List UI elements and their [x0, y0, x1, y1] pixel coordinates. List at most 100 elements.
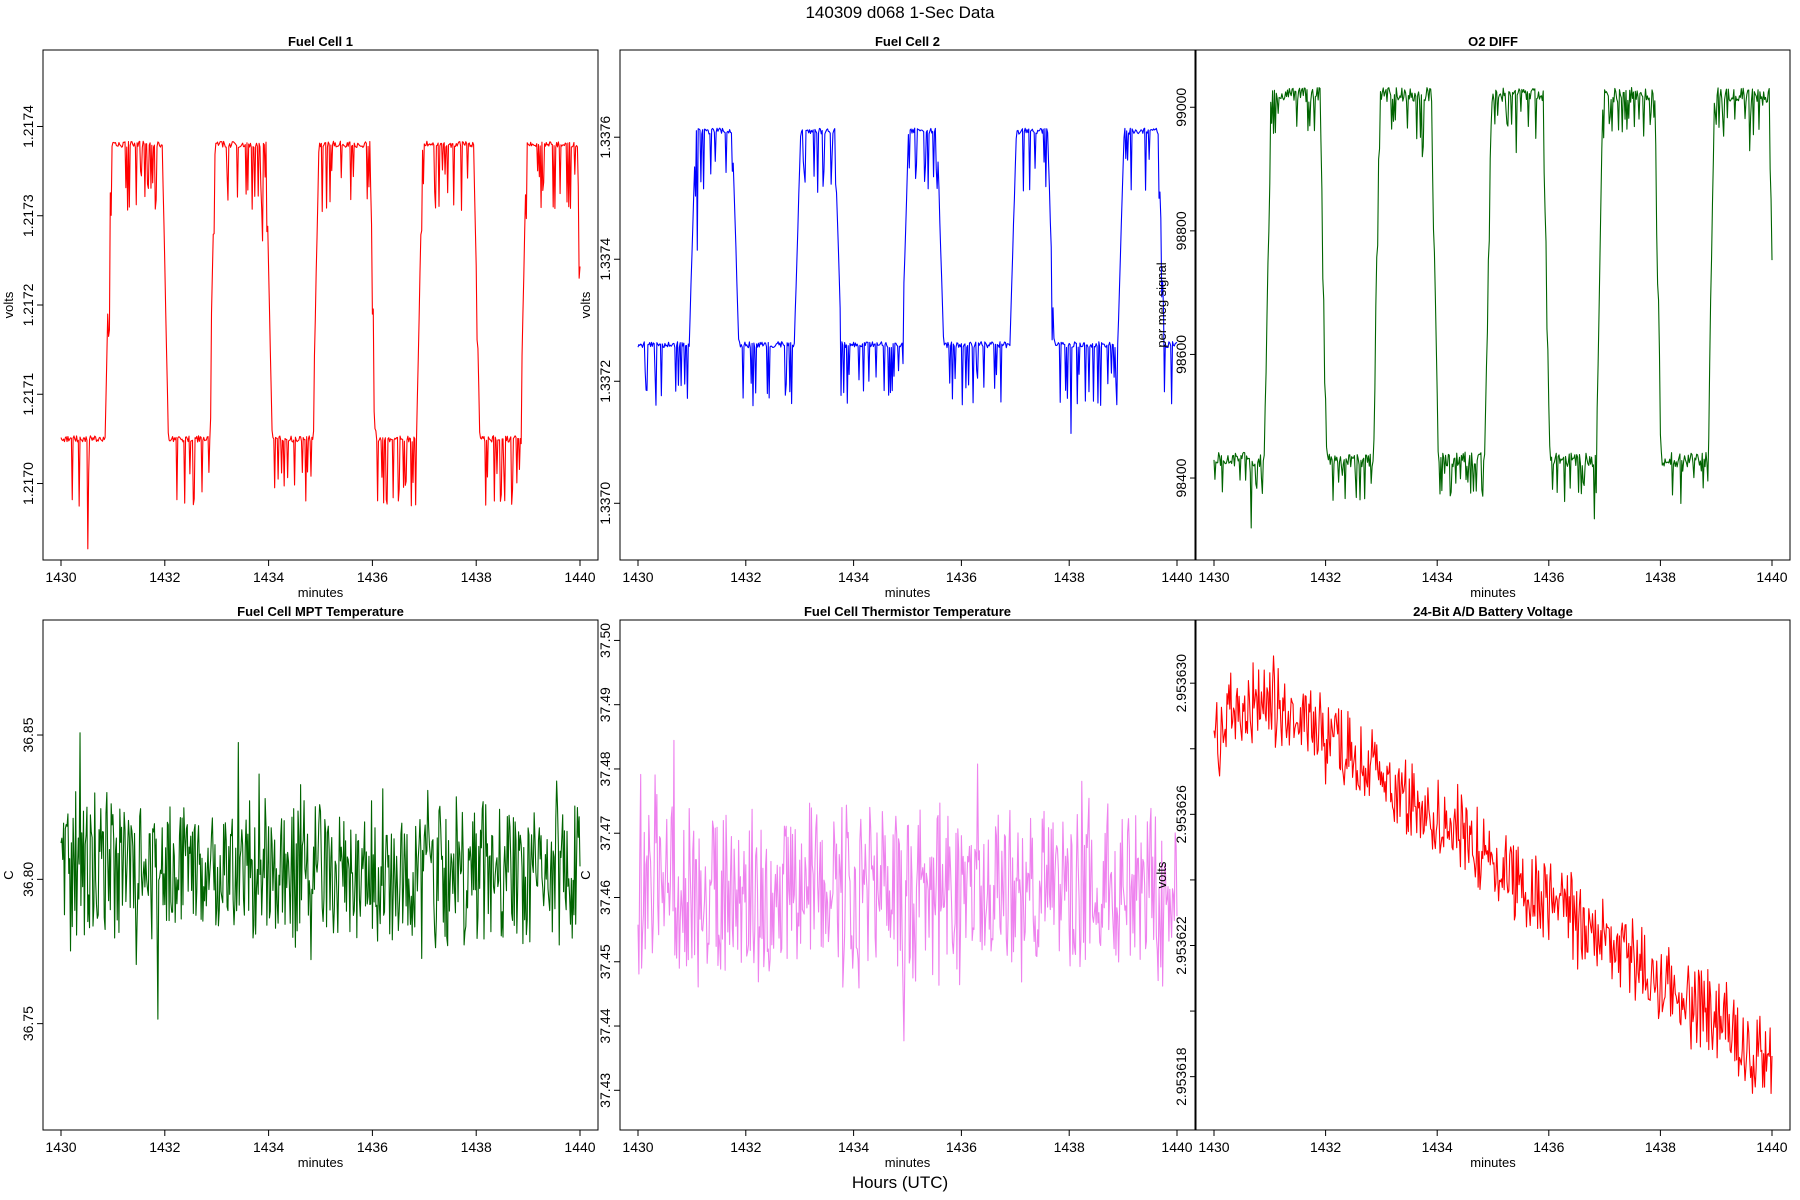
x-tick-label: 1436: [1533, 1139, 1564, 1155]
panel-title: Fuel Cell 1: [288, 34, 353, 49]
x-axis-label: minutes: [298, 585, 344, 600]
y-tick-label: 36.85: [20, 717, 36, 752]
x-tick-label: 1436: [946, 569, 977, 585]
x-tick-label: 1440: [1161, 1139, 1192, 1155]
x-tick-label: 1434: [1422, 569, 1453, 585]
x-tick-label: 1434: [253, 1139, 284, 1155]
y-tick-label: 1.2170: [20, 462, 36, 505]
x-tick-label: 1440: [1161, 569, 1192, 585]
x-tick-label: 1438: [1054, 1139, 1085, 1155]
y-tick-label: 1.3376: [597, 116, 613, 159]
y-tick-label: 2.953622: [1173, 916, 1189, 975]
series-line-fc2: [637, 127, 1178, 434]
panel-fc1: Fuel Cell 1 1430 1432 1434 1436 1438 1440 minut…: [1, 34, 599, 600]
y-tick-label: 37.47: [597, 816, 613, 851]
x-tick-label: 1436: [946, 1139, 977, 1155]
y-tick-label: 36.75: [20, 1006, 36, 1041]
panel-title: O2 DIFF: [1468, 34, 1518, 49]
y-tick-label: 99000: [1173, 88, 1189, 127]
panel-therm: Fuel Cell Thermistor Temperature 1430 1432…: [578, 604, 1196, 1170]
panel-fc2: Fuel Cell 2 1430 1432 1434 1436 1438 1440 minut…: [578, 34, 1196, 600]
x-tick-label: 1430: [1198, 569, 1229, 585]
plot-frame: [1195, 619, 1791, 1131]
panel-title: Fuel Cell MPT Temperature: [237, 604, 404, 619]
x-tick-label: 1430: [622, 569, 653, 585]
plot-frame: [42, 619, 599, 1131]
panel-batt: 24-Bit A/D Battery Voltage 1430 1432 1434 14…: [1154, 604, 1791, 1170]
panel-o2: O2 DIFF 1430 1432 1434 1436 1438 1440 minutes 98…: [1154, 34, 1791, 600]
x-tick-label: 1434: [1422, 1139, 1453, 1155]
x-tick-label: 1432: [149, 569, 180, 585]
series-line-fc1: [60, 140, 581, 550]
panel-title: Fuel Cell 2: [875, 34, 940, 49]
y-tick-label: 98800: [1173, 211, 1189, 250]
y-axis-label: per meg signal: [1154, 262, 1169, 347]
y-axis-label: volts: [1154, 861, 1169, 888]
x-tick-label: 1438: [1054, 569, 1085, 585]
x-tick-label: 1440: [1756, 569, 1787, 585]
x-axis-label: minutes: [1470, 585, 1516, 600]
x-axis-label: minutes: [298, 1155, 344, 1170]
x-axis-label: minutes: [885, 585, 931, 600]
x-tick-label: 1432: [1310, 569, 1341, 585]
x-tick-label: 1440: [564, 1139, 595, 1155]
y-tick-label: 98600: [1173, 335, 1189, 374]
x-axis-label: minutes: [885, 1155, 931, 1170]
y-tick-label: 37.50: [597, 623, 613, 658]
y-tick-label: 1.3372: [597, 360, 613, 403]
y-tick-label: 37.44: [597, 1008, 613, 1043]
x-tick-label: 1434: [838, 569, 869, 585]
x-tick-label: 1436: [1533, 569, 1564, 585]
y-axis-label: C: [578, 870, 593, 879]
y-tick-label: 37.49: [597, 687, 613, 722]
y-tick-label: 1.3374: [597, 238, 613, 281]
y-axis-label: volts: [578, 291, 593, 318]
y-tick-label: 1.2172: [20, 283, 36, 326]
y-tick-label: 2.953618: [1173, 1047, 1189, 1106]
y-tick-label: 1.2173: [20, 194, 36, 237]
plot-frame: [619, 49, 1196, 561]
figure-xlabel: Hours (UTC): [852, 1173, 948, 1192]
x-tick-label: 1432: [730, 569, 761, 585]
x-tick-label: 1434: [253, 569, 284, 585]
plot-frame: [1195, 49, 1791, 561]
y-tick-label: 1.2171: [20, 373, 36, 416]
x-tick-label: 1438: [461, 1139, 492, 1155]
plot-frame: [42, 49, 599, 561]
x-tick-label: 1438: [1645, 1139, 1676, 1155]
x-tick-label: 1438: [1645, 569, 1676, 585]
y-tick-label: 2.953630: [1173, 654, 1189, 713]
x-tick-label: 1436: [357, 569, 388, 585]
x-tick-label: 1440: [1756, 1139, 1787, 1155]
series-line-mpt: [60, 732, 581, 1020]
x-tick-label: 1434: [838, 1139, 869, 1155]
x-tick-label: 1440: [564, 569, 595, 585]
y-axis-label: C: [1, 870, 16, 879]
x-tick-label: 1432: [149, 1139, 180, 1155]
y-tick-label: 2.953626: [1173, 785, 1189, 844]
panels: Fuel Cell 1 1430 1432 1434 1436 1438 1440 minut…: [1, 34, 1791, 1170]
x-tick-label: 1430: [45, 569, 76, 585]
y-axis-label: volts: [1, 291, 16, 318]
y-tick-label: 37.45: [597, 944, 613, 979]
x-tick-label: 1432: [730, 1139, 761, 1155]
series-line-therm: [637, 739, 1178, 1042]
y-tick-label: 37.43: [597, 1073, 613, 1108]
y-tick-label: 1.3370: [597, 482, 613, 525]
panel-mpt: Fuel Cell MPT Temperature 1430 1432 1434 143…: [1, 604, 599, 1170]
y-tick-label: 36.80: [20, 862, 36, 897]
x-axis-label: minutes: [1470, 1155, 1516, 1170]
series-line-o2: [1213, 87, 1773, 529]
x-tick-label: 1430: [622, 1139, 653, 1155]
plot-frame: [619, 619, 1196, 1131]
series-line-batt: [1213, 655, 1773, 1094]
y-tick-label: 1.2174: [20, 105, 36, 148]
panel-title: Fuel Cell Thermistor Temperature: [804, 604, 1011, 619]
panel-title: 24-Bit A/D Battery Voltage: [1413, 604, 1573, 619]
x-tick-label: 1436: [357, 1139, 388, 1155]
y-tick-label: 37.48: [597, 751, 613, 786]
figure-title: 140309 d068 1-Sec Data: [805, 3, 995, 22]
y-tick-label: 37.46: [597, 880, 613, 915]
y-tick-label: 98400: [1173, 458, 1189, 497]
